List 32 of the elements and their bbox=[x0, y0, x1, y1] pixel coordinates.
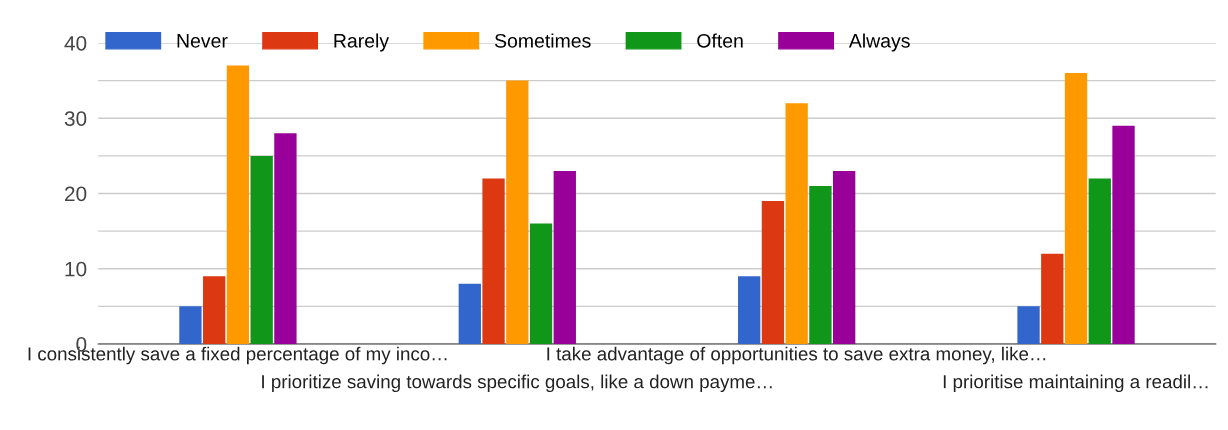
legend-label: Never bbox=[177, 34, 228, 48]
bar bbox=[785, 103, 808, 344]
bar bbox=[482, 178, 505, 344]
legend-label: Rarely bbox=[334, 33, 390, 52]
bar bbox=[506, 80, 529, 344]
bar bbox=[833, 170, 856, 344]
y-tick-label: 30 bbox=[64, 111, 87, 126]
y-tick-label: 20 bbox=[65, 186, 87, 202]
bar bbox=[1112, 125, 1135, 344]
bar bbox=[1088, 178, 1111, 344]
bar bbox=[553, 170, 576, 344]
bar bbox=[761, 201, 785, 344]
x-tick-label: I take advantage of opportunities to save extra money, like… bbox=[547, 346, 1046, 365]
x-tick-label: I prioritize saving towards specific goals, like a down payme… bbox=[262, 374, 772, 393]
bar bbox=[179, 306, 202, 344]
y-tick-label: 10 bbox=[65, 261, 87, 277]
bar bbox=[1064, 73, 1088, 344]
bar bbox=[738, 276, 761, 344]
bar bbox=[226, 65, 250, 344]
legend-label: Sometimes bbox=[494, 33, 591, 48]
bar bbox=[250, 155, 273, 344]
legend-label: Always bbox=[848, 33, 910, 52]
bar bbox=[203, 276, 226, 344]
bar bbox=[809, 185, 832, 344]
x-tick-label: I prioritise maintaining a readil… bbox=[943, 374, 1208, 393]
bar bbox=[1041, 253, 1064, 344]
bar bbox=[274, 133, 297, 344]
bar bbox=[529, 223, 553, 344]
bar bbox=[1017, 306, 1040, 344]
bar bbox=[458, 283, 481, 344]
y-tick-label: 40 bbox=[64, 36, 87, 51]
legend-label: Often bbox=[697, 33, 743, 48]
